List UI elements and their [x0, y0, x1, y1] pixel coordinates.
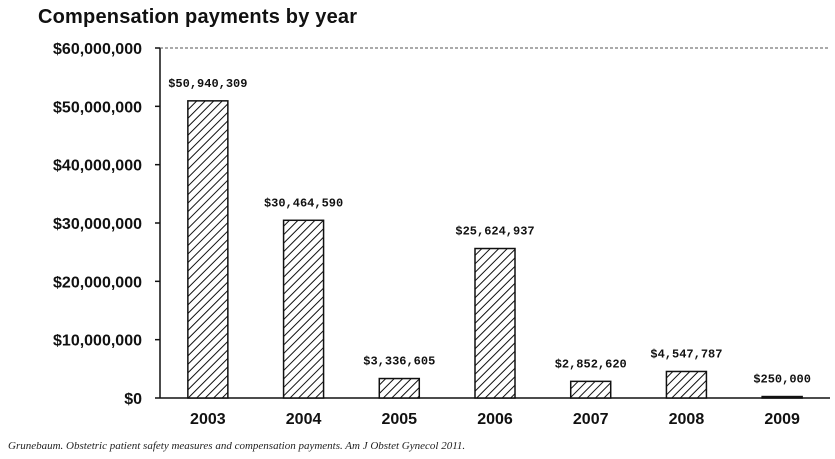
y-tick-label: $50,000,000	[53, 99, 142, 116]
x-tick-label-2009: 2009	[764, 411, 800, 428]
x-tick-label-2006: 2006	[477, 411, 513, 428]
data-label-2007: $2,852,620	[555, 357, 627, 371]
data-label-2009: $250,000	[753, 373, 811, 387]
source-note: Grunebaum. Obstetric patient safety meas…	[8, 440, 466, 452]
data-label-2004: $30,464,590	[264, 196, 343, 210]
data-label-2008: $4,547,787	[650, 347, 722, 361]
data-label-2006: $25,624,937	[455, 225, 534, 239]
x-tick-label-2008: 2008	[669, 411, 705, 428]
chart-title: Compensation payments by year	[38, 6, 358, 28]
bar-2004	[282, 219, 325, 399]
bar-2006	[474, 247, 516, 399]
y-tick-label: $60,000,000	[53, 41, 142, 58]
x-tick-label-2007: 2007	[573, 411, 609, 428]
bar-2007	[569, 380, 612, 399]
bar-2009	[761, 395, 803, 399]
bar-2005	[378, 377, 421, 399]
y-tick-label: $20,000,000	[53, 274, 142, 291]
x-tick-label-2003: 2003	[190, 411, 226, 428]
y-tick-label: $0	[124, 391, 142, 408]
data-label-2003: $50,940,309	[168, 77, 247, 91]
y-tick-label: $10,000,000	[53, 333, 142, 350]
x-tick-label-2004: 2004	[286, 411, 322, 428]
y-tick-label: $40,000,000	[53, 158, 142, 175]
bar-2003	[187, 100, 229, 399]
y-tick-label: $30,000,000	[53, 216, 142, 233]
bar-2008	[665, 370, 708, 399]
data-label-2005: $3,336,605	[363, 355, 435, 369]
x-tick-label-2005: 2005	[381, 411, 417, 428]
